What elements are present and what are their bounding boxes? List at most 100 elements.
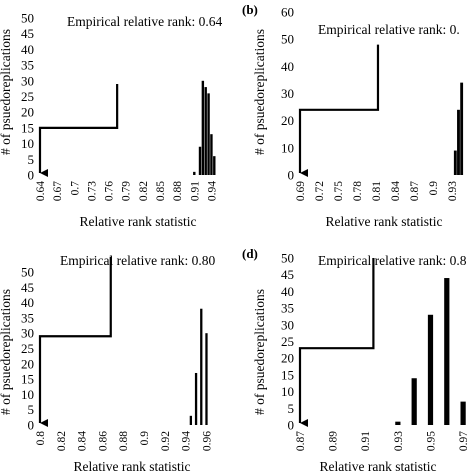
empirical-rank-annotation: Empirical relative rank: 0.80 xyxy=(60,253,215,268)
y-tick-label: 0 xyxy=(288,168,295,183)
x-tick-label: 0.82 xyxy=(56,431,68,451)
x-tick-label: 0.84 xyxy=(77,431,89,451)
y-axis-title: # of psuedoreplications xyxy=(0,289,13,415)
x-tick-label: 0.87 xyxy=(295,431,307,451)
x-tick-label: 0.92 xyxy=(160,431,172,451)
y-tick-label: 40 xyxy=(21,295,34,310)
x-tick-label: 0.69 xyxy=(295,181,307,201)
x-tick-label: 0.85 xyxy=(155,181,167,201)
histogram-bar xyxy=(395,421,401,425)
y-tick-label: 35 xyxy=(281,301,294,316)
y-axis-title: # of psuedoreplications xyxy=(0,29,13,155)
histogram-bar xyxy=(207,93,210,175)
x-tick-label: 0.78 xyxy=(352,181,364,201)
y-tick-label: 40 xyxy=(281,59,294,74)
x-tick-label: 0.75 xyxy=(333,181,345,201)
x-tick-label: 0.82 xyxy=(138,181,150,201)
histogram-bar xyxy=(198,146,202,175)
y-tick-label: 0 xyxy=(28,168,35,183)
y-axis-title: # of psuedoreplications xyxy=(252,289,267,415)
y-tick-label: 20 xyxy=(21,105,34,120)
histogram-bar xyxy=(213,156,216,175)
arrow-layer xyxy=(38,83,119,177)
panel-label: (b) xyxy=(242,2,258,17)
x-tick-label: 0.88 xyxy=(118,431,130,451)
histogram-bar xyxy=(194,372,198,425)
y-tick-label: 35 xyxy=(21,310,34,325)
y-tick-label: 30 xyxy=(281,86,294,101)
x-axis-title: Relative rank statistic xyxy=(74,459,191,474)
histogram-bar xyxy=(457,109,460,175)
y-tick-label: 20 xyxy=(21,356,34,371)
x-tick-label: 0.81 xyxy=(371,181,383,201)
x-tick-label: 0.94 xyxy=(181,431,193,451)
y-tick-label: 10 xyxy=(21,387,34,402)
x-tick-label: 0.93 xyxy=(393,431,405,451)
histogram-bar xyxy=(205,333,208,425)
histogram-bar xyxy=(411,378,417,425)
x-tick-label: 0.97 xyxy=(458,431,470,451)
y-tick-label: 30 xyxy=(281,317,294,332)
y-tick-label: 25 xyxy=(281,334,294,349)
arrow-layer xyxy=(298,258,375,427)
histogram-bar xyxy=(204,87,207,175)
x-axis-title: Relative rank statistic xyxy=(80,214,197,229)
x-axis-title: Relative rank statistic xyxy=(326,214,443,229)
histogram-bar xyxy=(444,278,450,425)
empirical-rank-annotation: Empirical relative rank: 0. xyxy=(318,22,460,37)
x-tick-label: 0.96 xyxy=(201,431,213,451)
x-axis-title: Relative rank statistic xyxy=(320,459,437,474)
x-tick-label: 0.87 xyxy=(409,181,421,201)
x-tick-label: 0.94 xyxy=(206,181,218,201)
y-tick-label: 15 xyxy=(21,120,34,135)
y-tick-label: 0 xyxy=(28,418,35,433)
x-tick-label: 0.91 xyxy=(360,431,372,451)
empirical-rank-arrow xyxy=(38,83,119,177)
y-tick-label: 60 xyxy=(281,5,294,20)
x-tick-label: 0.72 xyxy=(314,181,326,201)
y-tick-label: 25 xyxy=(21,89,34,104)
x-tick-label: 0.7 xyxy=(69,181,81,196)
x-tick-label: 0.79 xyxy=(121,181,133,201)
y-tick-label: 50 xyxy=(281,32,294,47)
y-tick-label: 15 xyxy=(281,367,294,382)
y-tick-label: 20 xyxy=(281,113,294,128)
empirical-rank-arrow xyxy=(298,258,375,427)
y-tick-label: 40 xyxy=(281,284,294,299)
panel-d: (d) Empirical relative rank: 0.8 # of ps… xyxy=(242,246,470,474)
histogram-bar xyxy=(201,80,205,175)
x-tick-labels: 0.8 0.82 0.84 0.86 0.88 0.9 0.92 0.94 0.96 xyxy=(35,431,213,451)
x-tick-label: 0.84 xyxy=(390,181,402,201)
x-tick-label: 0.89 xyxy=(328,431,340,451)
histogram-bar xyxy=(193,171,196,175)
panel-c: Empirical relative rank: 0.80 # of psued… xyxy=(0,253,215,474)
x-tick-label: 0.67 xyxy=(52,181,64,201)
x-tick-label: 0.93 xyxy=(447,181,459,201)
bars xyxy=(189,308,208,425)
y-tick-label: 5 xyxy=(28,152,35,167)
y-tick-label: 20 xyxy=(281,351,294,366)
histogram-bar xyxy=(453,150,457,175)
x-tick-label: 0.76 xyxy=(104,181,116,201)
bars xyxy=(395,278,466,425)
bars xyxy=(453,82,464,175)
panel-b: (b) Empirical relative rank: 0. # of psu… xyxy=(242,2,464,229)
histogram-bar xyxy=(460,82,464,175)
x-tick-label: 0.9 xyxy=(139,431,151,446)
panel-label: (d) xyxy=(242,246,258,261)
y-tick-label: 50 xyxy=(281,251,294,266)
y-tick-label: 15 xyxy=(21,372,34,387)
y-tick-label: 10 xyxy=(281,384,294,399)
x-tick-labels: 0.87 0.89 0.91 0.93 0.95 0.97 xyxy=(295,431,470,451)
histogram-bar xyxy=(427,314,434,425)
y-tick-label: 50 xyxy=(21,265,34,280)
y-axis-title: # of psuedoreplications xyxy=(252,29,267,155)
histogram-bar xyxy=(210,134,213,175)
arrow-layer xyxy=(298,44,380,177)
empirical-rank-annotation: Empirical relative rank: 0.8 xyxy=(318,253,467,268)
y-tick-label: 10 xyxy=(21,136,34,151)
